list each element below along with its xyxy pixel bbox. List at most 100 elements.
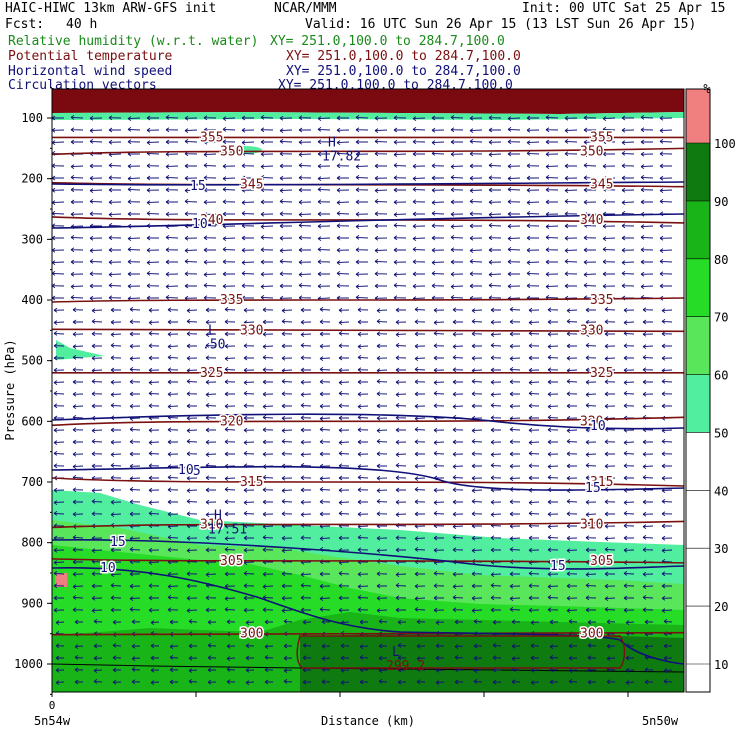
wind-vector [72, 427, 84, 433]
wind-vector [528, 475, 539, 481]
wind-vector [452, 451, 464, 457]
wind-vector [167, 595, 179, 600]
wind-vector [450, 115, 464, 120]
wind-vector [205, 499, 217, 505]
wind-vector [583, 152, 597, 157]
wind-vector [279, 283, 292, 289]
wind-vector [412, 236, 426, 241]
y-tick-label: 900 [21, 596, 43, 610]
wind-vector [585, 343, 597, 348]
wind-vector [338, 440, 350, 445]
wind-vector [70, 271, 84, 277]
wind-vector [376, 571, 388, 577]
wind-vector [625, 655, 634, 661]
wind-vector [91, 583, 102, 589]
wind-vector [74, 679, 83, 685]
wind-speed-label: 10 [590, 419, 606, 434]
wind-vector [490, 499, 502, 505]
wind-vector [564, 175, 578, 181]
wind-vector [604, 391, 615, 397]
wind-vector [659, 248, 673, 253]
colorbar-swatch [686, 143, 710, 201]
wind-vector [146, 260, 160, 265]
wind-vector [186, 439, 198, 444]
wind-vector [623, 380, 635, 385]
wind-vector [395, 427, 406, 433]
wind-vector [642, 607, 654, 613]
wind-vector [110, 367, 121, 373]
wind-vector [357, 331, 369, 337]
wind-vector [319, 511, 330, 517]
wind-vector [661, 583, 672, 589]
wind-vector [473, 655, 483, 661]
wind-vector [279, 248, 293, 253]
wind-speed-label: 10 [100, 561, 116, 576]
wind-vector [281, 439, 293, 444]
wind-vector [511, 679, 521, 685]
wind-vector [279, 151, 293, 157]
wind-vector [148, 307, 160, 313]
wind-vector [317, 139, 331, 145]
wind-vector [547, 451, 559, 457]
wind-vector [452, 511, 464, 517]
wind-vector [528, 343, 540, 349]
wind-vector [336, 211, 350, 216]
wind-vector [433, 500, 445, 505]
wind-vector [450, 175, 464, 180]
wind-vector [203, 247, 216, 253]
wind-vector [89, 175, 103, 181]
wind-vector [281, 451, 293, 457]
wind-vector [526, 271, 540, 276]
wind-vector [146, 127, 160, 133]
wind-vector [623, 571, 635, 576]
wind-vector [661, 535, 673, 541]
wind-vector [262, 571, 274, 577]
wind-vector [642, 439, 653, 445]
wind-vector [72, 487, 84, 493]
wind-vector [129, 596, 141, 601]
wind-vector [528, 380, 540, 385]
wind-vector [452, 524, 464, 529]
wind-vector [70, 175, 84, 180]
wind-vector [545, 235, 559, 240]
wind-vector [566, 571, 578, 577]
wind-vector [281, 595, 293, 601]
wind-vector [395, 463, 407, 468]
wind-vector [450, 139, 463, 145]
wind-vector [110, 319, 122, 325]
wind-vector [490, 607, 501, 613]
wind-vector [91, 428, 103, 433]
wind-vector [471, 428, 483, 433]
wind-vector [186, 391, 198, 397]
wind-vector [167, 547, 179, 553]
wind-vector [661, 343, 672, 349]
theta-label-right-310: 310 [580, 517, 603, 532]
wind-vector [509, 583, 521, 589]
wind-vector [222, 116, 236, 121]
wind-vector [167, 307, 179, 313]
wind-vector [243, 595, 254, 601]
wind-vector [146, 163, 160, 169]
wind-vector [203, 283, 217, 288]
wind-vector [547, 307, 559, 313]
wind-vector [300, 583, 312, 588]
wind-vector [469, 139, 483, 144]
wind-vector [129, 319, 141, 325]
wind-vector [490, 319, 502, 325]
wind-vector [89, 235, 103, 241]
wind-vector [488, 152, 502, 157]
wind-vector [545, 151, 559, 157]
wind-vector [89, 128, 103, 133]
wind-vector [70, 139, 83, 145]
wind-vector [53, 511, 65, 516]
wind-vector [659, 139, 673, 144]
wind-vector [70, 284, 84, 289]
wind-vector [623, 607, 635, 613]
wind-vector [51, 175, 64, 181]
wind-vector [585, 475, 597, 481]
wind-vector [165, 139, 178, 145]
wind-vector [319, 403, 331, 409]
wind-vector [528, 607, 540, 613]
wind-vector [414, 307, 426, 312]
wind-vector [566, 595, 578, 601]
